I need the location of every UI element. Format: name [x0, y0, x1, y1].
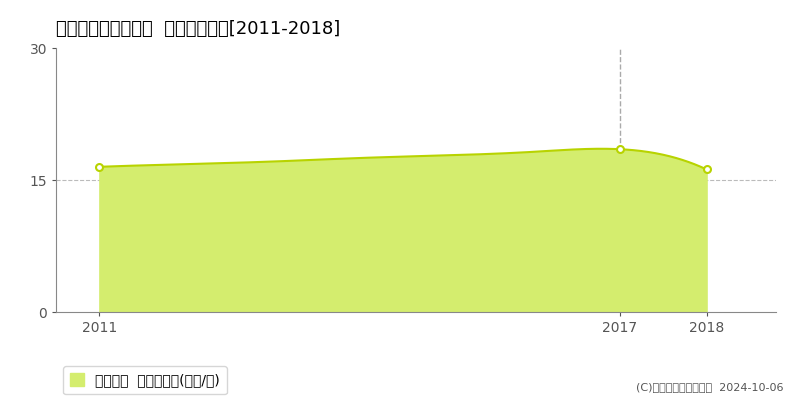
- Legend: 土地価格  平均坪単価(万円/坪): 土地価格 平均坪単価(万円/坪): [63, 366, 226, 394]
- Text: (C)土地価格ドットコム  2024-10-06: (C)土地価格ドットコム 2024-10-06: [637, 382, 784, 392]
- Text: 徳島市南佐古一番町  土地価格推移[2011-2018]: 徳島市南佐古一番町 土地価格推移[2011-2018]: [56, 20, 340, 38]
